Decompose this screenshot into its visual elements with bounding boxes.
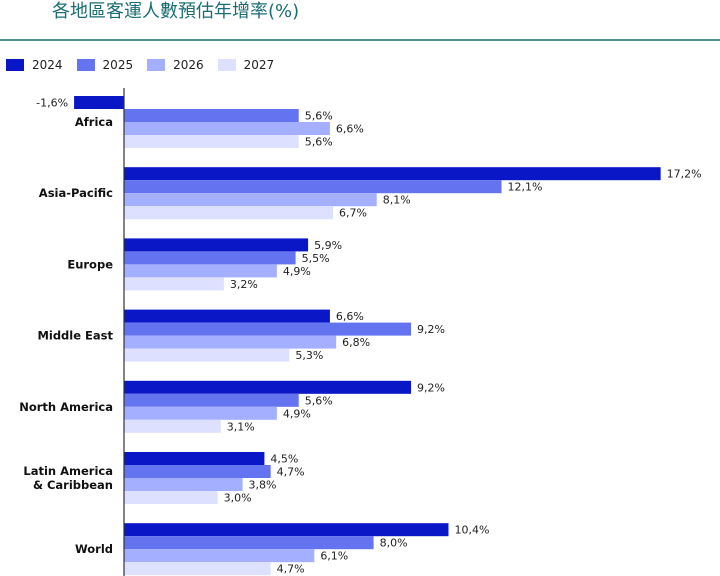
legend-item-2025: 2025 (76, 58, 134, 72)
data-label-north-america-2027: 3,1% (227, 420, 255, 433)
data-label-europe-2025: 5,5% (302, 252, 330, 265)
legend-item-2027: 2027 (217, 58, 275, 72)
data-label-africa-2027: 5,6% (305, 136, 333, 149)
category-label-africa: Africa (75, 115, 113, 129)
data-label-asia-pacific-2025: 12,1% (508, 181, 543, 194)
category-label-world: World (75, 542, 113, 556)
data-label-europe-2026: 4,9% (283, 265, 311, 278)
bar-latin-america-caribbean-2024 (124, 452, 265, 465)
legend-label-2024: 2024 (32, 58, 63, 72)
data-label-north-america-2025: 5,6% (305, 394, 333, 407)
bar-world-2027 (124, 562, 271, 576)
data-label-middle-east-2027: 5,3% (295, 349, 323, 362)
data-label-latin-america-caribbean-2026: 3,8% (249, 479, 277, 492)
bar-middle-east-2026 (124, 335, 337, 349)
bar-asia-pacific-2024 (124, 167, 661, 181)
legend-swatch-2025 (76, 59, 95, 71)
legend-item-2024: 2024 (6, 58, 63, 72)
bar-africa-2025 (124, 109, 299, 122)
category-label-latin-america-caribbean: Latin America (23, 464, 113, 478)
bar-middle-east-2025 (124, 322, 412, 336)
bar-middle-east-2024 (124, 309, 330, 323)
bar-africa-2024 (74, 96, 124, 109)
data-label-europe-2024: 5,9% (314, 239, 342, 252)
bar-north-america-2027 (124, 419, 221, 433)
bar-latin-america-caribbean-2027 (124, 491, 218, 504)
bar-latin-america-caribbean-2025 (124, 465, 271, 478)
bar-europe-2025 (124, 251, 296, 265)
data-label-middle-east-2024: 6,6% (336, 310, 364, 323)
data-label-middle-east-2025: 9,2% (417, 323, 445, 336)
bar-europe-2027 (124, 277, 224, 291)
bar-north-america-2025 (124, 393, 299, 407)
data-label-asia-pacific-2026: 8,1% (383, 194, 411, 207)
bar-africa-2026 (124, 122, 330, 135)
category-label-europe: Europe (67, 257, 113, 271)
bar-world-2026 (124, 549, 315, 563)
legend-label-2026: 2026 (173, 58, 204, 72)
bar-north-america-2024 (124, 380, 412, 394)
data-label-north-america-2024: 9,2% (417, 381, 445, 394)
bar-north-america-2026 (124, 406, 277, 420)
legend-item-2026: 2026 (147, 58, 204, 72)
legend-swatch-2027 (217, 59, 236, 71)
legend-swatch-2026 (147, 59, 166, 71)
data-label-latin-america-caribbean-2025: 4,7% (277, 466, 305, 479)
data-label-africa-2025: 5,6% (305, 110, 333, 123)
bar-asia-pacific-2026 (124, 193, 377, 207)
data-label-latin-america-caribbean-2024: 4,5% (270, 453, 298, 466)
category-label-middle-east: Middle East (37, 329, 113, 343)
legend: 2024 2025 2026 2027 (6, 58, 274, 72)
data-label-world-2025: 8,0% (380, 537, 408, 550)
legend-label-2025: 2025 (102, 58, 134, 72)
data-label-world-2027: 4,7% (277, 563, 305, 576)
bar-europe-2024 (124, 238, 309, 252)
data-label-world-2026: 6,1% (320, 550, 348, 563)
data-label-world-2024: 10,4% (454, 524, 489, 537)
bar-europe-2026 (124, 264, 277, 278)
title-divider (0, 39, 720, 41)
bar-asia-pacific-2027 (124, 206, 334, 220)
legend-label-2027: 2027 (243, 58, 275, 72)
category-label-north-america: North America (19, 400, 113, 414)
bar-asia-pacific-2025 (124, 180, 502, 194)
chart-title: 各地區客運人數預估年增率(%) (52, 1, 300, 22)
bar-latin-america-caribbean-2026 (124, 478, 243, 491)
data-label-europe-2027: 3,2% (230, 278, 258, 291)
category-label-latin-america-caribbean: & Caribbean (33, 478, 113, 492)
data-label-north-america-2026: 4,9% (283, 407, 311, 420)
data-label-asia-pacific-2027: 6,7% (339, 207, 367, 220)
data-label-africa-2026: 6,6% (336, 123, 364, 136)
data-label-asia-pacific-2024: 17,2% (667, 168, 702, 181)
data-label-middle-east-2026: 6,8% (342, 336, 370, 349)
data-label-latin-america-caribbean-2027: 3,0% (224, 492, 252, 505)
legend-swatch-2024 (6, 59, 24, 71)
category-label-asia-pacific: Asia-Pacific (39, 186, 113, 200)
data-label-africa-2024: -1,6% (36, 97, 68, 110)
bar-world-2025 (124, 536, 374, 550)
bar-middle-east-2027 (124, 348, 290, 362)
bar-africa-2027 (124, 135, 299, 148)
bar-world-2024 (124, 523, 449, 537)
